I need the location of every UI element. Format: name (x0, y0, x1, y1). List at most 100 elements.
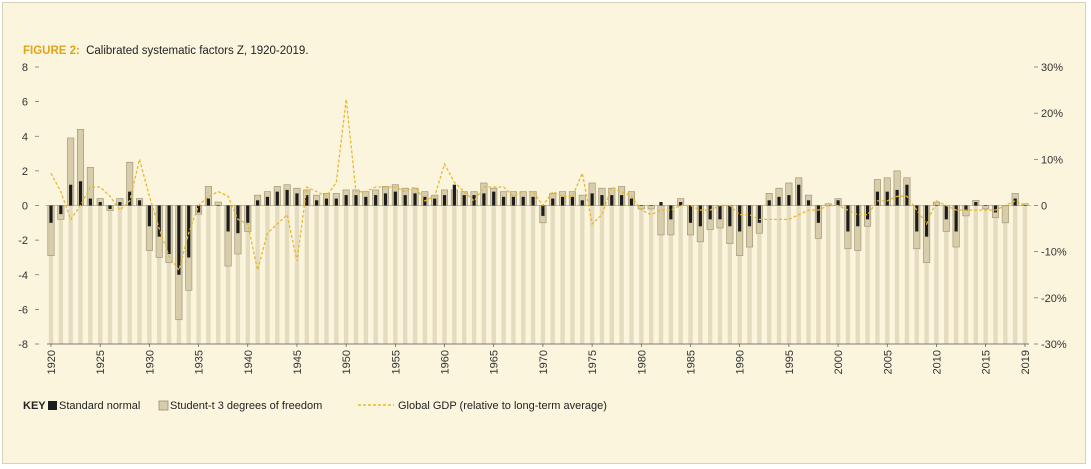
standard-normal-bar-1959 (433, 198, 437, 206)
year-tick-bar-1924 (88, 205, 93, 344)
year-tick-bar-1980 (639, 205, 644, 344)
standard-normal-bar-1937 (216, 205, 220, 206)
legend-label-gdp: Global GDP (relative to long-term averag… (398, 400, 607, 412)
year-tick-bar-1922 (68, 205, 73, 344)
standard-normal-bar-1996 (797, 184, 801, 206)
legend-swatch-student-t (158, 400, 169, 411)
year-tick-bar-1983 (668, 205, 674, 344)
year-tick-bar-1953 (373, 205, 378, 344)
standard-normal-bar-1922 (69, 184, 73, 206)
x-tick-label: 1965 (489, 350, 501, 374)
x-tick-label: 1930 (144, 350, 156, 374)
year-tick-bar-1931 (157, 205, 162, 344)
year-tick-bar-1944 (284, 205, 290, 344)
year-tick-bar-1984 (678, 205, 683, 344)
year-tick-bar-1959 (432, 205, 437, 344)
x-tick-label: 1950 (341, 350, 353, 374)
standard-normal-bar-1931 (157, 205, 161, 237)
standard-normal-bar-1942 (265, 196, 270, 206)
year-tick-bar-1986 (698, 205, 703, 344)
standard-normal-bar-2005 (885, 191, 889, 206)
standard-normal-bar-1967 (511, 196, 516, 206)
year-tick-bar-2012 (953, 205, 959, 344)
year-tick-bar-1991 (747, 205, 752, 344)
year-tick-bar-1977 (609, 205, 614, 344)
standard-normal-bar-1921 (59, 205, 63, 215)
standard-normal-bar-2004 (875, 191, 880, 206)
standard-normal-bar-2011 (944, 205, 948, 220)
year-tick-bar-1963 (471, 205, 477, 344)
x-tick-label: 2019 (1020, 350, 1032, 374)
standard-normal-bar-1993 (767, 200, 771, 206)
standard-normal-bar-1988 (718, 205, 722, 220)
standard-normal-bar-1949 (334, 198, 338, 206)
standard-normal-bar-1926 (108, 205, 112, 209)
standard-normal-bar-2000 (836, 200, 840, 206)
standard-normal-bar-1955 (393, 191, 397, 206)
year-tick-bar-1929 (137, 205, 142, 344)
x-tick-label: 1940 (243, 350, 255, 374)
standard-normal-bar-1965 (492, 191, 496, 206)
standard-normal-bar-1944 (285, 189, 289, 206)
year-tick-bar-1992 (757, 205, 762, 344)
left-tick-label: 8 (22, 62, 28, 74)
standard-normal-bar-1930 (147, 205, 151, 227)
year-tick-bar-1962 (462, 205, 467, 344)
standard-normal-bar-2002 (856, 205, 860, 227)
x-tick-label: 1955 (390, 350, 402, 374)
year-tick-bar-1999 (826, 205, 831, 344)
year-tick-bar-1940 (245, 205, 250, 344)
year-tick-bar-2005 (885, 205, 890, 344)
year-tick-bar-1968 (521, 205, 526, 344)
standard-normal-bar-2012 (954, 205, 958, 232)
year-tick-bar-1995 (786, 205, 792, 344)
year-tick-bar-1957 (412, 205, 418, 344)
year-tick-bar-1938 (225, 205, 231, 344)
x-axis: 1920 1925 1930 1935 1940 1945 1950 1955 1960 1965… (46, 343, 1032, 374)
year-tick-bar-2010 (934, 205, 939, 344)
x-tick-label: 1970 (538, 350, 550, 374)
standard-normal-bar-1970 (541, 205, 545, 216)
standard-normal-bars (49, 181, 1027, 275)
standard-normal-bar-1973 (570, 196, 575, 206)
standard-normal-bar-2014 (974, 202, 978, 206)
standard-normal-bar-1940 (246, 205, 250, 223)
standard-normal-bar-1997 (806, 200, 811, 206)
right-axis: 30% 20% 10% 0 -10% -20% -30% (1034, 62, 1067, 351)
standard-normal-bar-1991 (747, 205, 752, 227)
year-tick-bar-1928 (127, 205, 132, 344)
standard-normal-bar-1947 (315, 200, 319, 206)
year-tick-bar-1950 (343, 205, 349, 344)
standard-normal-bar-1982 (659, 202, 663, 206)
standard-normal-bar-1932 (167, 205, 171, 254)
standard-normal-bar-1941 (256, 200, 260, 206)
year-tick-bar-1926 (107, 205, 113, 344)
legend: KEY Standard normal Student-t 3 degrees … (23, 400, 607, 412)
year-tick-bar-2011 (944, 205, 949, 344)
year-tick-bar-1947 (314, 205, 319, 344)
year-tick-bar-1954 (383, 205, 388, 344)
standard-normal-bar-1938 (226, 205, 230, 232)
standard-normal-bar-1927 (118, 202, 122, 206)
standard-normal-bar-1962 (462, 195, 466, 206)
right-tick-label: 30% (1041, 62, 1063, 74)
standard-normal-bar-1981 (649, 205, 653, 206)
year-tick-bar-1936 (206, 205, 211, 344)
x-tick-label: 2000 (833, 350, 845, 374)
standard-normal-bar-1969 (531, 196, 535, 206)
year-tick-bar-1932 (166, 205, 172, 344)
year-tick-bar-1997 (806, 205, 811, 344)
standard-normal-bar-1934 (187, 205, 191, 258)
year-tick-bar-1987 (707, 205, 713, 344)
x-tick-label: 2005 (882, 350, 894, 374)
standard-normal-bar-1995 (787, 195, 791, 206)
right-tick-label: -10% (1041, 247, 1067, 259)
year-tick-bar-1996 (796, 205, 801, 344)
year-tick-bar-2003 (865, 205, 870, 344)
figure-title-text: Calibrated systematic factors Z, 1920-20… (86, 45, 308, 57)
year-tick-bar-1949 (334, 205, 339, 344)
standard-normal-bar-1929 (137, 200, 142, 206)
left-tick-label: 0 (22, 201, 28, 213)
standard-normal-bar-1964 (482, 193, 486, 206)
standard-normal-bar-2015 (984, 205, 988, 206)
